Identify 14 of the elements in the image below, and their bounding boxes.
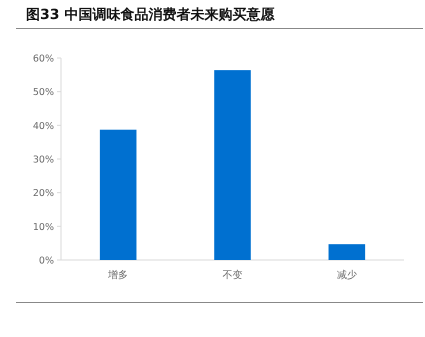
y-tick-label: 0% [38,256,54,266]
x-tick-label: 不变 [222,269,242,281]
y-tick-label: 50% [32,87,54,98]
x-tick-label: 增多 [107,269,128,281]
x-tick-label: 减少 [336,269,357,281]
chart-title: 图33 中国调味食品消费者未来购买意愿 [26,6,274,24]
y-tick-label: 30% [32,154,54,166]
y-tick-label: 40% [32,120,54,132]
y-tick-label: 60% [32,54,54,64]
bar [100,130,136,260]
bar [328,244,366,260]
y-tick-label: 20% [32,188,54,200]
bar [214,70,251,260]
y-tick-label: 10% [32,222,54,233]
